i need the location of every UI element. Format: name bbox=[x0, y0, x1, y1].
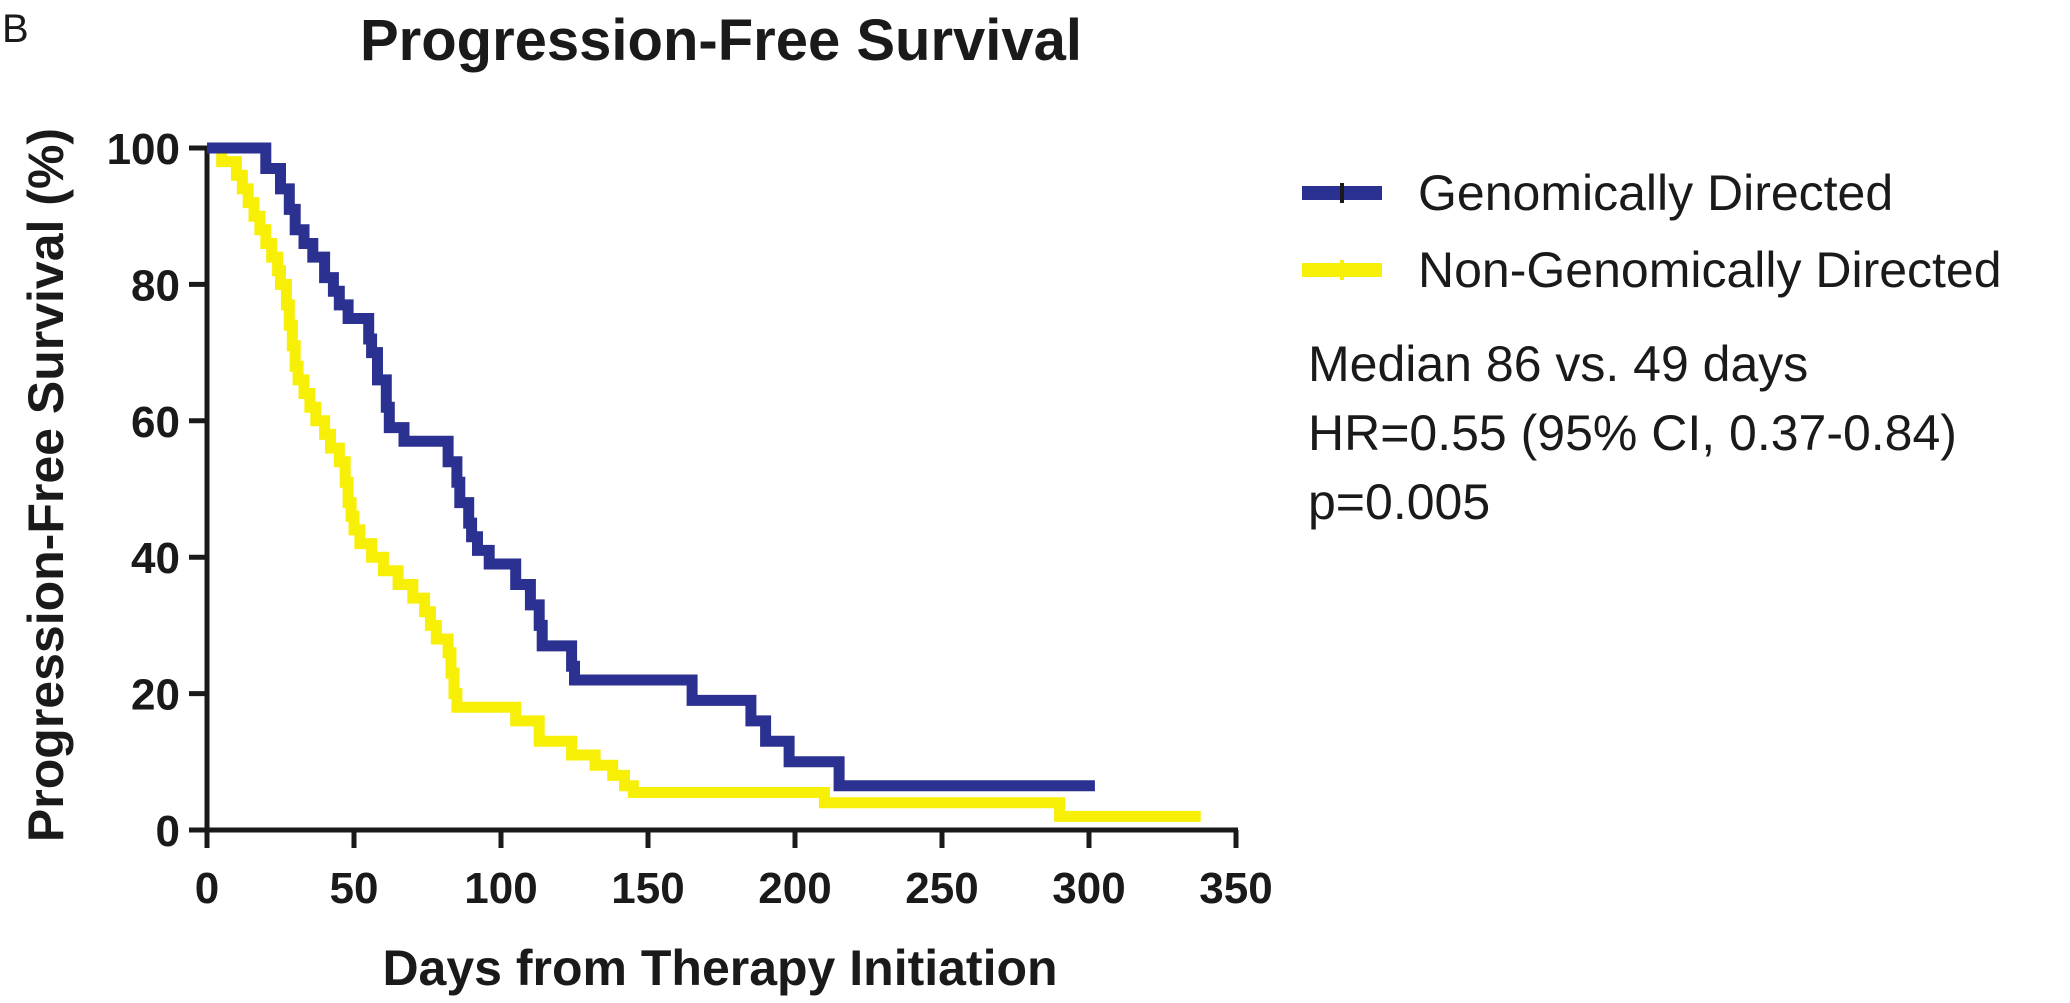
series-lines bbox=[207, 142, 1201, 822]
annotations: Median 86 vs. 49 days HR=0.55 (95% CI, 0.… bbox=[1308, 336, 1957, 530]
chart-title: Progression-Free Survival bbox=[360, 8, 1082, 73]
y-tick-label: 100 bbox=[107, 125, 180, 174]
x-tick-label: 0 bbox=[195, 864, 219, 913]
x-tick-label: 200 bbox=[758, 864, 831, 913]
x-tick-label: 300 bbox=[1052, 864, 1125, 913]
x-tick-label: 150 bbox=[611, 864, 684, 913]
x-tick-label: 50 bbox=[330, 864, 379, 913]
y-axis-label: Progression-Free Survival (%) bbox=[18, 128, 74, 842]
y-tick-label: 80 bbox=[131, 261, 180, 310]
annotation-line: HR=0.55 (95% CI, 0.37-0.84) bbox=[1308, 405, 1957, 461]
x-tick-label: 250 bbox=[905, 864, 978, 913]
panel-label: B bbox=[2, 7, 29, 51]
x-tick-label: 350 bbox=[1199, 864, 1272, 913]
x-axis-label: Days from Therapy Initiation bbox=[382, 940, 1057, 996]
legend: Genomically Directed Non-Genomically Dire… bbox=[1302, 165, 2002, 298]
series-line-genomically-directed bbox=[207, 142, 1095, 792]
legend-label-non-genomically-directed: Non-Genomically Directed bbox=[1418, 242, 2002, 298]
y-tick-label: 20 bbox=[131, 671, 180, 720]
x-tick-label: 100 bbox=[464, 864, 537, 913]
legend-label-genomically-directed: Genomically Directed bbox=[1418, 165, 1893, 221]
axes: 0 20 40 60 80 100 0 50 100 150 200 250 300 350 bbox=[107, 125, 1273, 913]
series-line-non-genomically-directed bbox=[207, 142, 1201, 822]
y-tick-label: 60 bbox=[131, 398, 180, 447]
y-tick-label: 40 bbox=[131, 534, 180, 583]
annotation-line: p=0.005 bbox=[1308, 474, 1490, 530]
annotation-line: Median 86 vs. 49 days bbox=[1308, 336, 1808, 392]
y-tick-label: 0 bbox=[156, 807, 180, 856]
